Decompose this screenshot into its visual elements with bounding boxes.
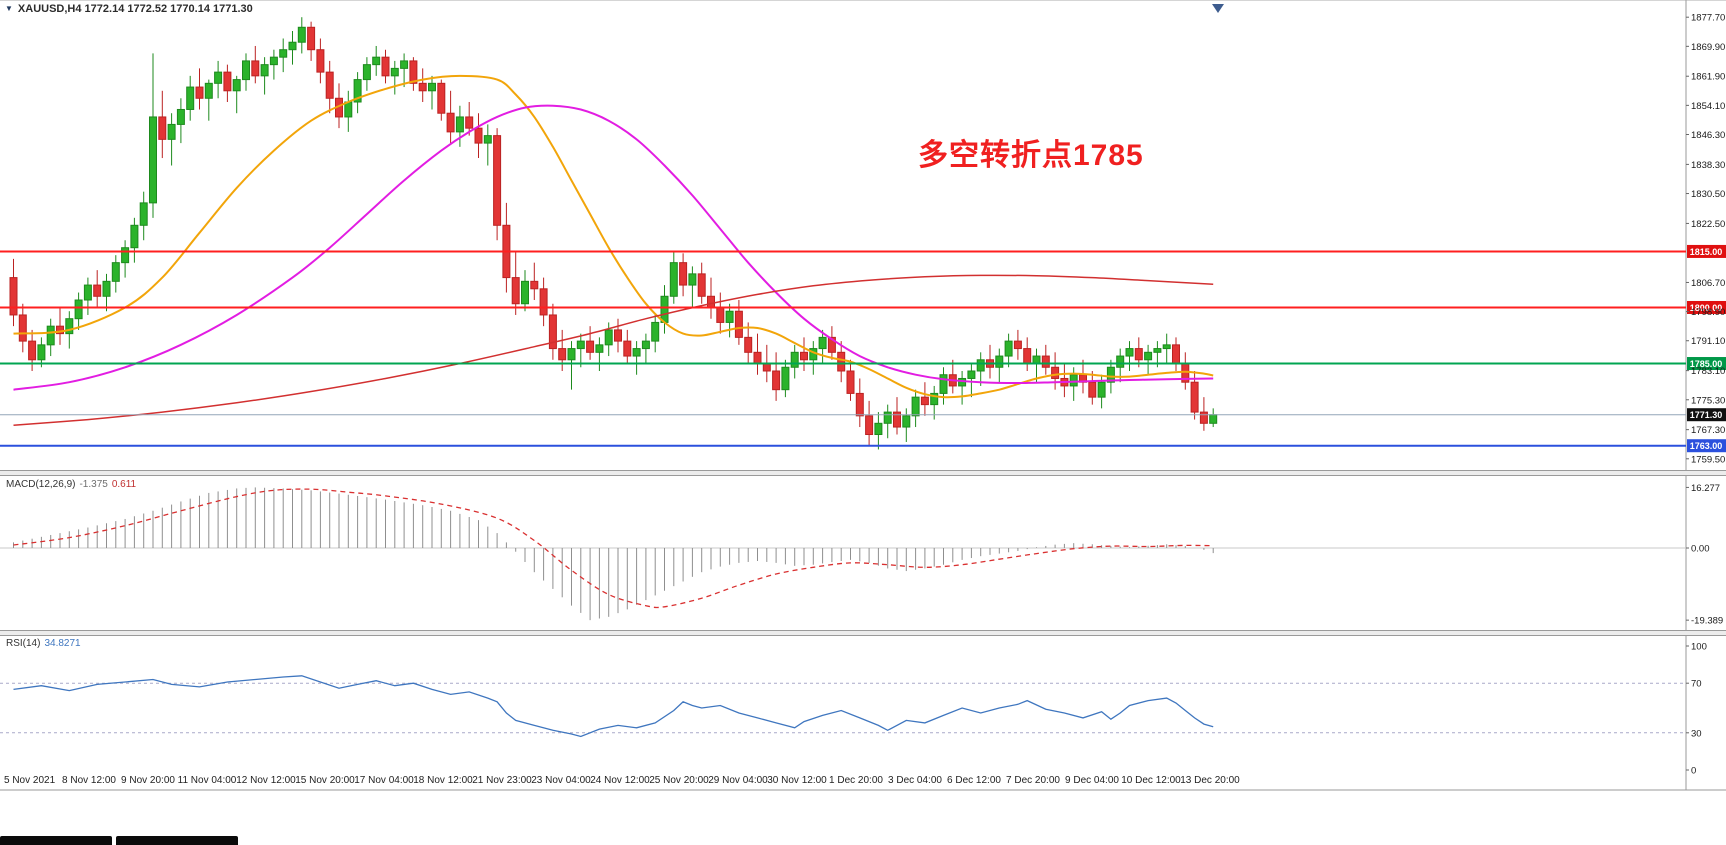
symbol-ohlc-text: XAUUSD,H4 1772.14 1772.52 1770.14 1771.3… <box>17 3 253 15</box>
svg-text:1815.00: 1815.00 <box>1690 247 1723 257</box>
svg-text:0.00: 0.00 <box>1691 543 1710 554</box>
svg-text:1854.10: 1854.10 <box>1691 101 1725 112</box>
svg-text:1846.30: 1846.30 <box>1691 130 1725 141</box>
svg-text:30: 30 <box>1691 728 1702 739</box>
chart-annotation-text: 多空转折点1785 <box>918 139 1144 172</box>
svg-text:13 Dec 20:00: 13 Dec 20:00 <box>1180 775 1240 786</box>
svg-text:11 Nov 04:00: 11 Nov 04:00 <box>178 775 237 786</box>
svg-text:1798.90: 1798.90 <box>1691 307 1725 318</box>
svg-text:9 Nov 20:00: 9 Nov 20:00 <box>121 775 175 786</box>
svg-text:5 Nov 2021: 5 Nov 2021 <box>4 775 56 786</box>
svg-text:1763.00: 1763.00 <box>1690 441 1723 451</box>
rsi-value: 34.8271 <box>44 638 81 649</box>
svg-text:1783.10: 1783.10 <box>1691 366 1725 377</box>
svg-text:3 Dec 04:00: 3 Dec 04:00 <box>888 775 942 786</box>
svg-text:70: 70 <box>1691 679 1702 690</box>
svg-text:1869.90: 1869.90 <box>1691 42 1725 53</box>
macd-name: MACD(12,26,9) <box>6 479 76 490</box>
chart-shift-marker-icon[interactable] <box>1212 4 1224 13</box>
svg-text:1791.10: 1791.10 <box>1691 336 1725 347</box>
svg-text:15 Nov 20:00: 15 Nov 20:00 <box>295 775 355 786</box>
svg-text:18 Nov 12:00: 18 Nov 12:00 <box>413 775 473 786</box>
svg-text:17 Nov 04:00: 17 Nov 04:00 <box>354 775 414 786</box>
svg-text:16.277: 16.277 <box>1691 483 1720 494</box>
macd-indicator-label: MACD(12,26,9) -1.375 0.611 <box>6 479 140 490</box>
svg-text:1 Dec 20:00: 1 Dec 20:00 <box>829 775 883 786</box>
svg-text:30 Nov 12:00: 30 Nov 12:00 <box>767 775 827 786</box>
svg-text:1822.50: 1822.50 <box>1691 219 1725 230</box>
rsi-name: RSI(14) <box>6 638 41 649</box>
svg-text:29 Nov 04:00: 29 Nov 04:00 <box>708 775 768 786</box>
svg-text:1785.00: 1785.00 <box>1690 359 1723 369</box>
svg-text:7 Dec 20:00: 7 Dec 20:00 <box>1006 775 1060 786</box>
svg-text:1775.30: 1775.30 <box>1691 395 1725 406</box>
svg-text:1771.30: 1771.30 <box>1690 410 1723 420</box>
svg-text:-19.389: -19.389 <box>1691 616 1723 627</box>
svg-text:1830.50: 1830.50 <box>1691 189 1725 200</box>
panel-separator[interactable] <box>0 630 1726 636</box>
chart-dropdown-icon[interactable]: ▼ <box>5 4 13 13</box>
svg-text:21 Nov 23:00: 21 Nov 23:00 <box>472 775 532 786</box>
svg-text:10 Dec 12:00: 10 Dec 12:00 <box>1121 775 1181 786</box>
svg-text:1838.30: 1838.30 <box>1691 160 1725 171</box>
svg-text:1800.00: 1800.00 <box>1690 303 1723 313</box>
svg-text:9 Dec 04:00: 9 Dec 04:00 <box>1065 775 1119 786</box>
panel-separator[interactable] <box>0 470 1726 476</box>
svg-text:24 Nov 12:00: 24 Nov 12:00 <box>590 775 650 786</box>
macd-main-value: -1.375 <box>79 479 108 490</box>
bottom-strip <box>0 792 1726 845</box>
svg-text:8 Nov 12:00: 8 Nov 12:00 <box>62 775 116 786</box>
rsi-indicator-label: RSI(14) 34.8271 <box>6 638 85 649</box>
bottom-tab[interactable] <box>116 836 238 845</box>
svg-text:1759.50: 1759.50 <box>1691 454 1725 465</box>
macd-signal-value: 0.611 <box>111 479 137 490</box>
svg-text:25 Nov 20:00: 25 Nov 20:00 <box>649 775 709 786</box>
svg-text:1877.70: 1877.70 <box>1691 13 1725 24</box>
chart-canvas[interactable]: 1815.00 1800.00 1785.00 1771.30 1763.00 1877.… <box>0 0 1726 792</box>
symbol-ohlc-label: ▼ XAUUSD,H4 1772.14 1772.52 1770.14 1771.… <box>5 3 253 15</box>
bottom-tab[interactable] <box>0 836 112 845</box>
svg-text:0: 0 <box>1691 766 1696 777</box>
svg-text:6 Dec 12:00: 6 Dec 12:00 <box>947 775 1001 786</box>
svg-text:1861.90: 1861.90 <box>1691 72 1725 83</box>
svg-text:1806.70: 1806.70 <box>1691 278 1725 289</box>
svg-text:23 Nov 04:00: 23 Nov 04:00 <box>531 775 591 786</box>
svg-text:12 Nov 12:00: 12 Nov 12:00 <box>236 775 296 786</box>
svg-text:100: 100 <box>1691 642 1707 653</box>
svg-text:1767.30: 1767.30 <box>1691 425 1725 436</box>
